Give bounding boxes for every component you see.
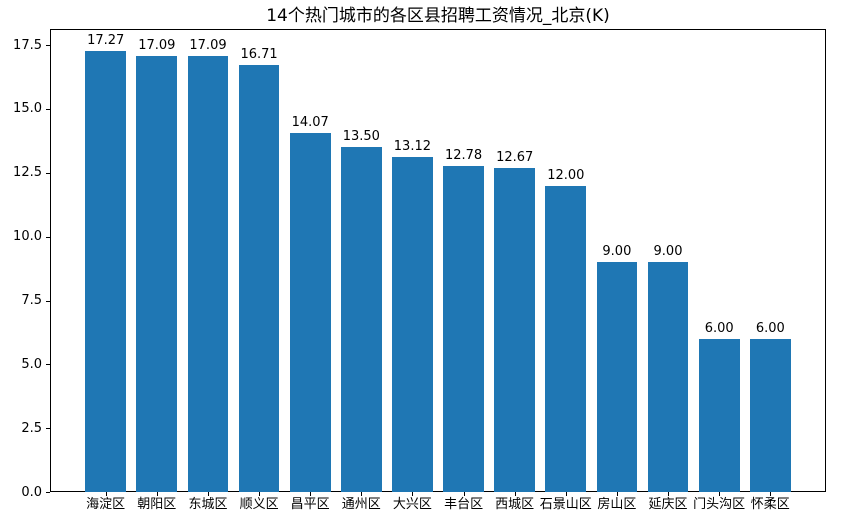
bar-value-label: 14.07 <box>291 114 329 130</box>
x-axis-tick-label: 大兴区 <box>392 497 432 512</box>
y-axis-tick <box>46 172 50 174</box>
x-axis-tick-label: 延庆区 <box>648 497 688 512</box>
x-axis-tick-label: 海淀区 <box>86 497 126 512</box>
x-axis-tick-label: 通州区 <box>341 497 381 512</box>
x-axis-tick <box>208 492 209 496</box>
y-axis-tick <box>46 300 50 302</box>
y-axis-tick <box>46 428 50 430</box>
bar-value-label: 12.00 <box>547 167 585 183</box>
bar <box>187 55 229 492</box>
y-axis-tick-label: 7.5 <box>21 293 42 308</box>
bar-value-label: 6.00 <box>704 320 734 336</box>
y-axis-tick <box>46 492 50 493</box>
x-axis-tick <box>259 492 261 496</box>
x-axis-tick <box>719 492 721 496</box>
x-axis-tick <box>616 492 618 496</box>
bar-value-label: 13.50 <box>342 129 380 145</box>
bar-value-label: 16.71 <box>240 47 278 63</box>
bar <box>85 51 127 492</box>
bar-value-label: 6.00 <box>755 320 785 336</box>
bar-value-label: 17.09 <box>138 37 176 53</box>
y-axis-tick-label: 12.5 <box>13 165 42 181</box>
x-axis-tick <box>361 492 363 496</box>
bar <box>392 156 433 492</box>
bar <box>647 262 689 492</box>
y-axis-tick <box>46 45 50 47</box>
plot-area <box>50 29 826 492</box>
bar <box>545 185 587 492</box>
x-axis-tick <box>565 492 567 496</box>
bar-value-label: 17.27 <box>87 33 125 48</box>
bar <box>443 165 484 492</box>
y-axis-tick-label: 5.0 <box>21 356 42 372</box>
y-axis-tick-label: 15.0 <box>13 101 42 117</box>
x-axis-tick-label: 门头沟区 <box>693 497 746 512</box>
x-axis-tick-label: 昌平区 <box>290 497 330 512</box>
y-axis-tick-label: 0.0 <box>21 484 42 500</box>
y-axis-tick <box>46 236 50 238</box>
bar <box>340 147 382 492</box>
x-axis-tick-label: 顺义区 <box>239 497 279 512</box>
x-axis-tick-label: 东城区 <box>188 497 228 512</box>
x-axis-tick <box>770 492 772 496</box>
x-axis-tick-label: 丰台区 <box>444 497 484 512</box>
y-axis-tick-label: 2.5 <box>21 420 42 436</box>
bar <box>596 262 638 492</box>
bar-value-label: 9.00 <box>653 244 683 260</box>
x-axis-tick-label: 房山区 <box>597 497 637 512</box>
bar-value-label: 9.00 <box>602 244 632 260</box>
x-axis-tick <box>105 492 107 496</box>
x-axis-tick-label: 石景山区 <box>539 497 592 512</box>
y-axis-tick-label: 10.0 <box>13 229 42 245</box>
bar-value-label: 12.67 <box>496 150 534 166</box>
x-axis-tick <box>156 492 158 496</box>
bar <box>238 65 280 492</box>
x-axis-tick <box>668 492 669 496</box>
y-axis-tick-label: 17.5 <box>13 37 42 53</box>
x-axis-tick <box>514 492 516 496</box>
bar-value-label: 13.12 <box>393 138 431 154</box>
bar <box>749 338 791 492</box>
x-axis-tick <box>310 492 312 496</box>
x-axis-tick <box>412 492 414 496</box>
x-axis-tick-label: 西城区 <box>495 497 535 512</box>
bar-value-label: 17.09 <box>189 37 227 53</box>
chart-title: 14个热门城市的各区县招聘工资情况_北京(K) <box>266 6 610 26</box>
bar <box>494 168 536 492</box>
bar <box>289 132 331 492</box>
bar-value-label: 12.78 <box>444 147 483 163</box>
bar <box>136 55 178 492</box>
y-axis-tick <box>46 364 50 366</box>
x-axis-tick <box>463 492 465 496</box>
y-axis-tick <box>46 108 50 110</box>
bar <box>698 338 740 492</box>
x-axis-tick-label: 怀柔区 <box>750 497 790 512</box>
x-axis-tick-label: 朝阳区 <box>137 497 177 512</box>
